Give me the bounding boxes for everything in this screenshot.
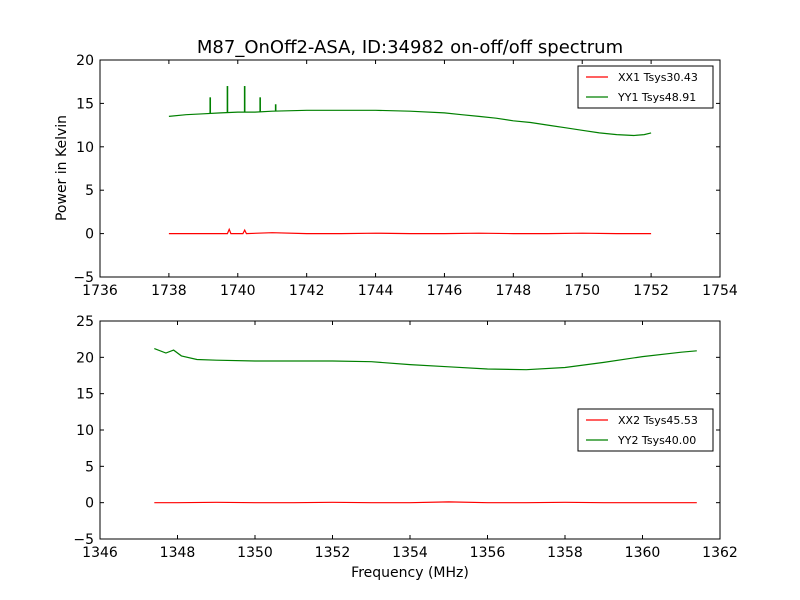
y-tick-label: −5 [73,270,94,286]
x-tick-label: 1348 [160,545,196,561]
x-tick-label: 1738 [151,283,187,299]
x-tick-label: 1746 [427,283,463,299]
x-tick-label: 1736 [82,283,118,299]
legend-box [577,65,714,109]
x-tick-label: 1752 [633,283,669,299]
x-tick-label: 1744 [358,283,394,299]
x-axis-label: Frequency (MHz) [351,565,469,581]
x-tick-label: 1360 [625,545,661,561]
legend: XX2 Tsys45.53 YY2 Tsys40.00 [577,408,714,452]
legend-entry-label: YY1 Tsys48.91 [617,91,696,104]
legend-box [577,408,714,452]
y-tick-label: 5 [85,459,94,475]
axes-frame [99,59,721,278]
x-tick-label: 1754 [702,283,738,299]
x-tick-label: 1748 [496,283,532,299]
series-line-2 [168,109,652,137]
y-tick-label: −5 [73,532,94,548]
x-tick-label: 1750 [564,283,600,299]
x-tick-label: 1358 [547,545,583,561]
x-tick-label: 1350 [237,545,273,561]
y-tick-label: 15 [76,96,94,112]
x-tick-label: 1346 [82,545,118,561]
legend-entry-label: YY2 Tsys40.00 [617,434,696,447]
bottom-spectrum-panel: 1346 1348 1350 1352 1354 1356 1358 1360 1362 −5 0 5… [73,314,737,561]
y-axis-label: Power in Kelvin [54,115,70,221]
x-tick-label: 1356 [470,545,506,561]
legend-entry-label: XX1 Tsys30.43 [618,71,698,84]
y-tick-label: 10 [76,140,94,156]
y-tick-label: 20 [76,53,94,69]
y-tick-label: 10 [76,423,94,439]
y-tick-label: 20 [76,350,94,366]
x-tick-label: 1742 [289,283,325,299]
series-line-2 [154,348,697,371]
top-spectrum-panel: 1736 1738 1740 1742 1744 1746 1748 1750 1752 1754… [73,53,738,299]
series-line-1 [154,501,697,504]
y-tick-label: 0 [85,496,94,512]
legend: XX1 Tsys30.43 YY1 Tsys48.91 [577,65,714,109]
y-tick-label: 25 [76,314,94,330]
y-tick-label: 0 [85,227,94,243]
x-tick-label: 1740 [220,283,256,299]
x-tick-label: 1354 [392,545,428,561]
series-line-1 [168,227,652,235]
legend-entry-label: XX2 Tsys45.53 [618,414,698,427]
x-tick-label: 1352 [315,545,351,561]
x-tick-label: 1362 [702,545,738,561]
figure-title: M87_OnOff2-ASA, ID:34982 on-off/off spec… [197,37,623,58]
y-tick-label: 15 [76,387,94,403]
y-tick-label: 5 [85,183,94,199]
